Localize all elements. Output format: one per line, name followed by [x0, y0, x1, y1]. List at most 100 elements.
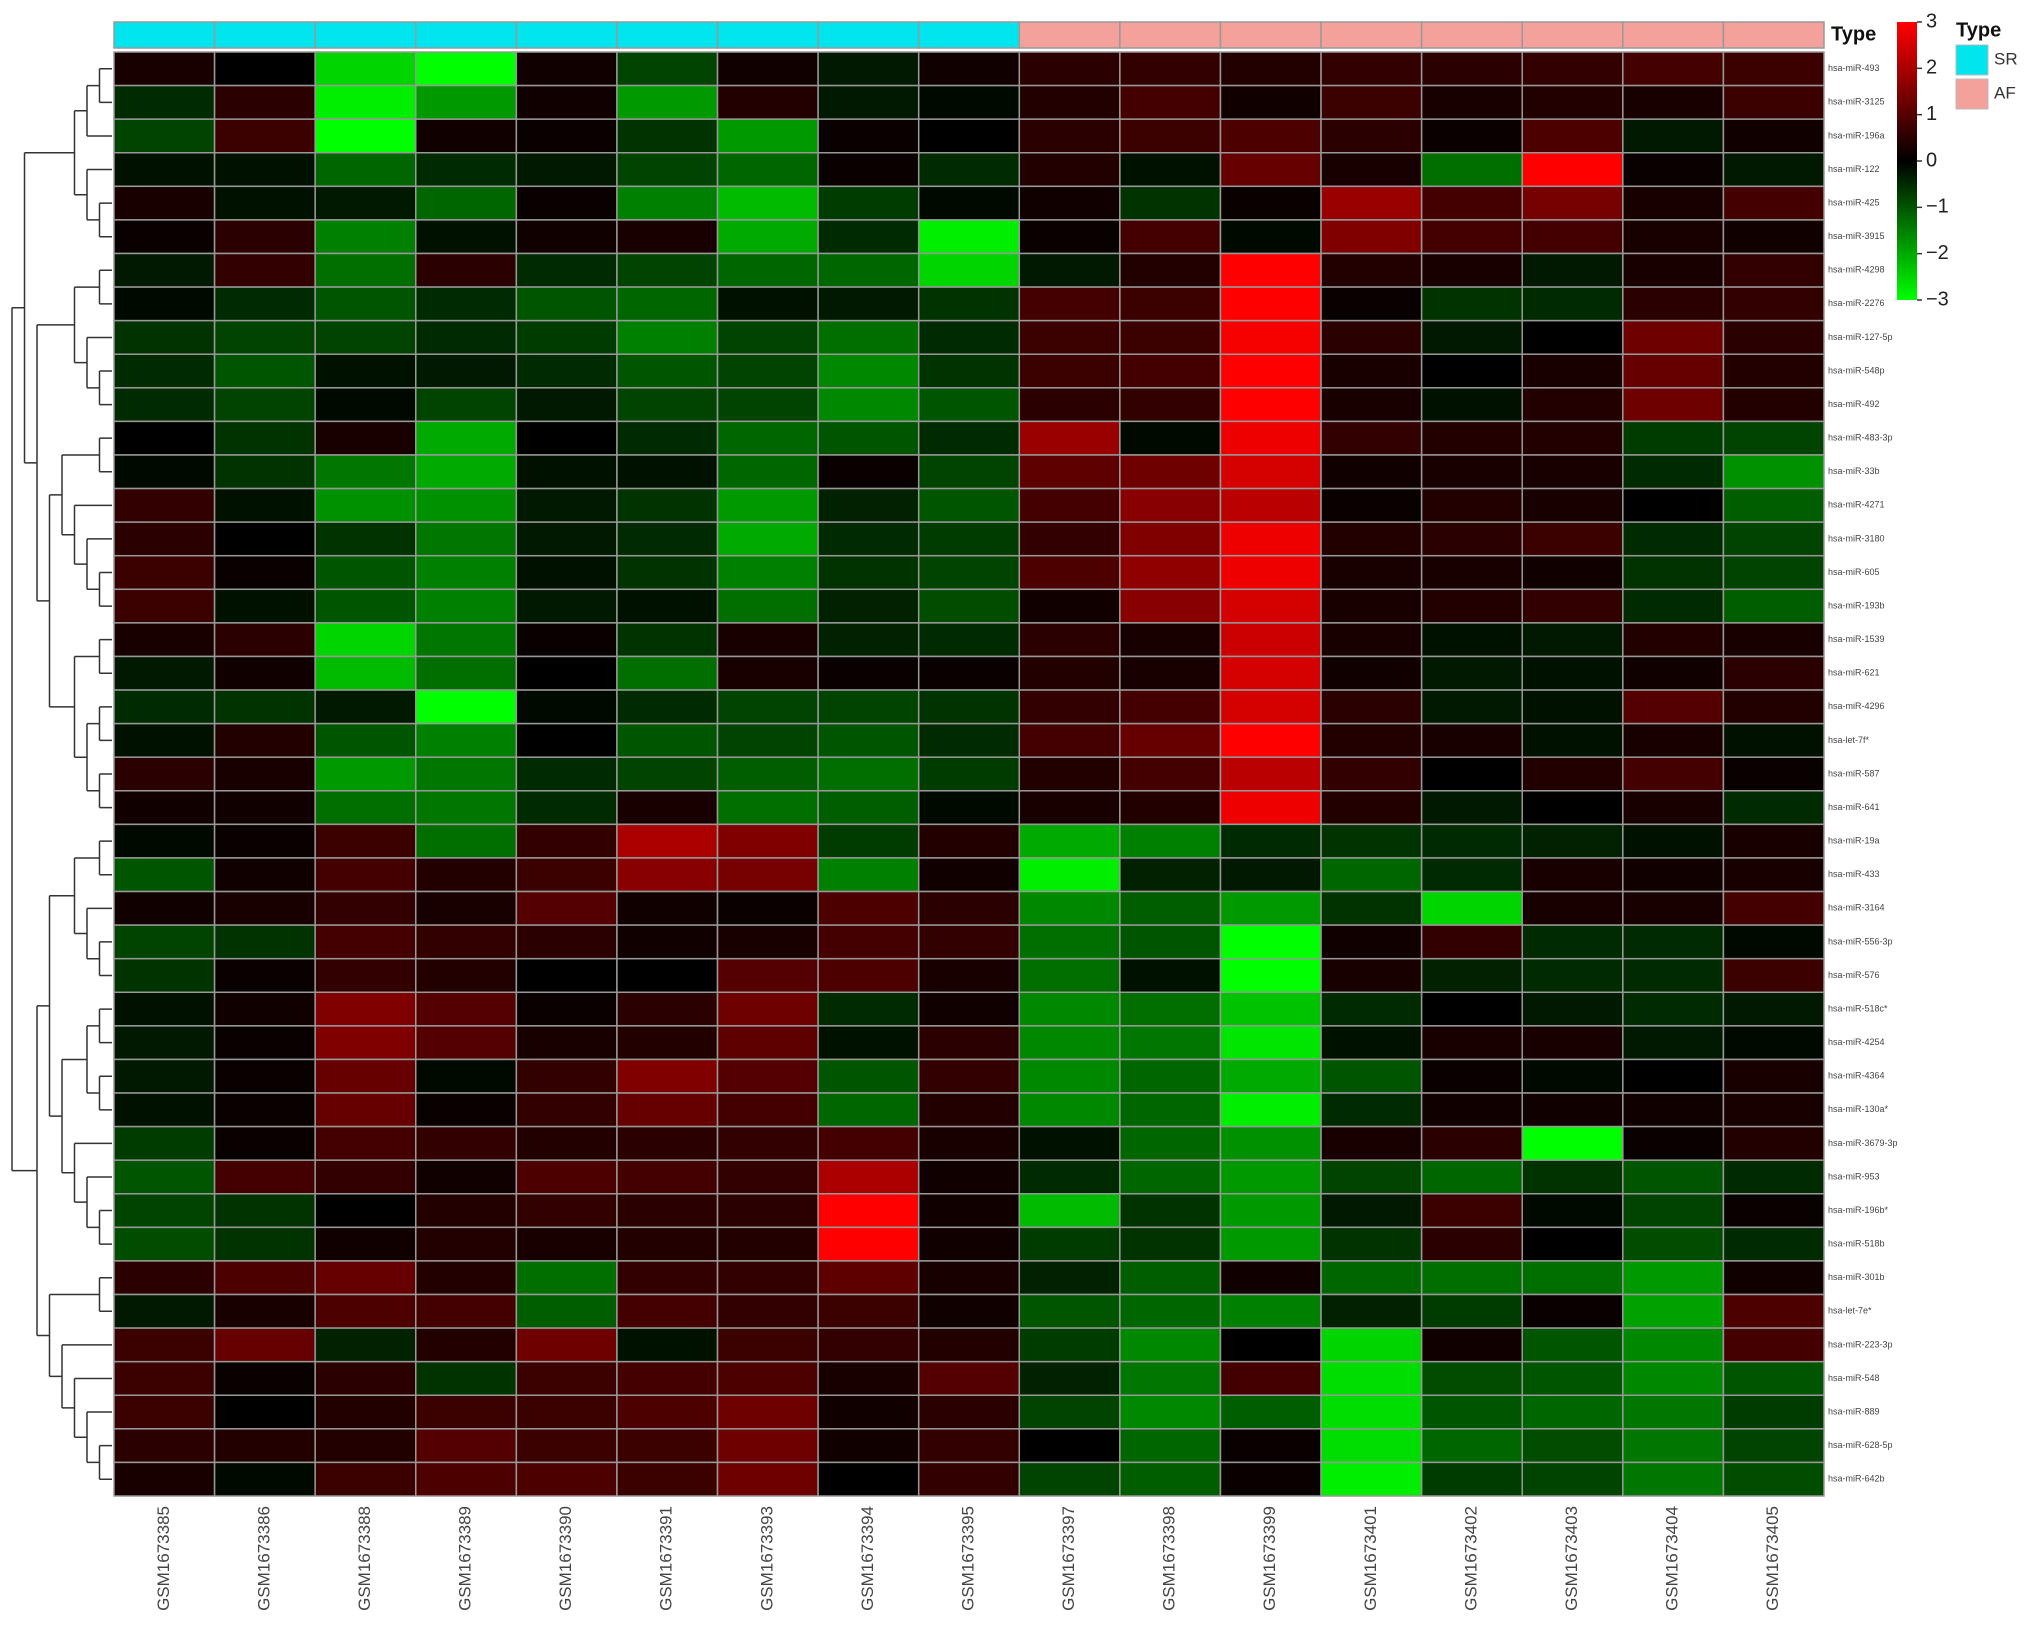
- heatmap-cell: [1521, 622, 1624, 658]
- heatmap-cell: [314, 521, 417, 557]
- heatmap-cell: [1320, 252, 1423, 288]
- heatmap-cell: [113, 1461, 216, 1497]
- heatmap-cell: [917, 1092, 1021, 1128]
- row-label: hsa-miR-3180: [1828, 533, 1885, 543]
- heatmap-cell: [515, 1159, 618, 1195]
- heatmap-cell: [1119, 622, 1222, 658]
- heatmap-cell: [1219, 1125, 1322, 1161]
- row-label: hsa-miR-518c*: [1828, 1003, 1888, 1013]
- heatmap-cell: [716, 1428, 819, 1464]
- heatmap-cell: [415, 185, 518, 221]
- heatmap-cell: [1420, 1092, 1523, 1128]
- heatmap-cell: [1119, 588, 1222, 624]
- heatmap-cell: [415, 991, 518, 1027]
- heatmap-cell: [1119, 924, 1222, 960]
- heatmap-cell: [1420, 319, 1523, 355]
- heatmap-cell: [213, 1428, 316, 1464]
- heatmap-cell: [917, 1159, 1021, 1195]
- heatmap-cell: [716, 857, 819, 893]
- heatmap-cell: [817, 1226, 920, 1262]
- heatmap-cell: [1420, 991, 1523, 1027]
- heatmap-cell: [314, 790, 417, 826]
- row-label: hsa-miR-3915: [1828, 231, 1885, 241]
- heatmap-cell: [1219, 790, 1322, 826]
- column-label: GSM1673386: [254, 1506, 273, 1611]
- heatmap-cell: [515, 655, 618, 691]
- colorbar-tick-label: 3: [1926, 10, 1937, 32]
- heatmap-cell: [515, 487, 618, 523]
- heatmap-cell: [314, 1360, 417, 1397]
- heatmap-cell: [1320, 1058, 1423, 1094]
- heatmap-cell: [415, 1125, 518, 1161]
- heatmap-cell: [1521, 1327, 1624, 1363]
- heatmap-cell: [515, 319, 618, 355]
- heatmap-cell: [716, 286, 819, 322]
- heatmap-cell: [1622, 252, 1725, 288]
- heatmap-cell: [314, 857, 417, 893]
- heatmap-cell: [515, 420, 618, 456]
- row-label: hsa-miR-4254: [1828, 1037, 1885, 1047]
- heatmap-cell: [1018, 622, 1121, 658]
- heatmap-cell: [1219, 1058, 1322, 1094]
- heatmap-cell: [1722, 219, 1825, 255]
- heatmap-cell: [213, 1193, 316, 1229]
- heatmap-cell: [817, 790, 920, 826]
- heatmap-cell: [1622, 487, 1725, 523]
- column-label: GSM1673402: [1461, 1506, 1480, 1611]
- row-label: hsa-miR-628-5p: [1828, 1440, 1893, 1450]
- heatmap-cell: [1320, 420, 1423, 456]
- column-label: GSM1673399: [1260, 1506, 1279, 1611]
- heatmap-cell: [1420, 756, 1523, 792]
- heatmap-cell: [1219, 51, 1322, 87]
- heatmap-cell: [1320, 790, 1423, 826]
- heatmap-cell: [1622, 1025, 1725, 1061]
- heatmap-cell: [1722, 655, 1825, 691]
- heatmap-cell: [1219, 1327, 1322, 1363]
- heatmap-cell: [1219, 219, 1322, 255]
- heatmap-cell: [716, 722, 819, 758]
- heatmap-cell: [1521, 1025, 1624, 1061]
- legend-swatch: [1955, 78, 1989, 110]
- heatmap-cell: [113, 924, 216, 960]
- heatmap-cell: [314, 890, 417, 926]
- heatmap-cell: [616, 554, 719, 591]
- column-label: GSM1673405: [1763, 1506, 1782, 1611]
- annotation-cell: [716, 21, 819, 49]
- heatmap-cell: [1521, 924, 1624, 960]
- heatmap-cell: [616, 957, 719, 994]
- heatmap-cell: [616, 1226, 719, 1262]
- heatmap-cell: [1521, 185, 1624, 221]
- heatmap-cell: [1722, 1293, 1825, 1329]
- heatmap-cell: [716, 487, 819, 523]
- heatmap-cell: [1119, 1125, 1222, 1161]
- heatmap-cell: [917, 185, 1021, 221]
- heatmap-cell: [415, 722, 518, 758]
- heatmap-cell: [716, 1327, 819, 1363]
- heatmap-cell: [515, 1293, 618, 1329]
- heatmap-cell: [817, 554, 920, 591]
- heatmap-cell: [1521, 991, 1624, 1027]
- heatmap-cell: [1018, 1260, 1121, 1296]
- heatmap-cell: [113, 1058, 216, 1094]
- heatmap-cell: [1119, 1159, 1222, 1195]
- heatmap-cell: [817, 219, 920, 255]
- heatmap-cell: [1018, 51, 1121, 87]
- annotation-cell: [213, 21, 316, 49]
- heatmap-cell: [515, 84, 618, 120]
- heatmap-cell: [1219, 1461, 1322, 1497]
- heatmap-cell: [213, 1394, 316, 1430]
- heatmap-cell: [515, 857, 618, 893]
- heatmap-cell: [1018, 521, 1121, 557]
- heatmap-cell: [314, 118, 417, 154]
- annotation-cell: [817, 21, 920, 49]
- heatmap-cell: [213, 1260, 316, 1296]
- heatmap-cell: [515, 51, 618, 87]
- heatmap-cell: [1622, 689, 1725, 725]
- heatmap-cell: [113, 857, 216, 893]
- heatmap-cell: [1420, 1327, 1523, 1363]
- heatmap-cell: [1420, 51, 1523, 87]
- heatmap-cell: [616, 521, 719, 557]
- heatmap-cell: [1320, 890, 1423, 926]
- heatmap-cell: [1018, 118, 1121, 154]
- heatmap-cell: [1018, 890, 1121, 926]
